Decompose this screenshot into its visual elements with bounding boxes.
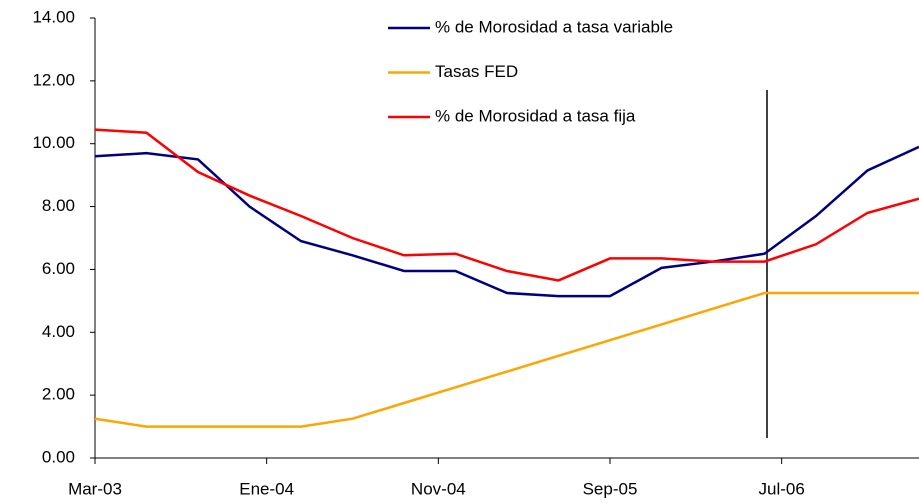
y-tick-label: 8.00 xyxy=(42,196,75,215)
legend-label: % de Morosidad a tasa variable xyxy=(435,17,673,36)
y-tick-label: 12.00 xyxy=(32,70,75,89)
y-tick-label: 14.00 xyxy=(32,7,75,26)
y-tick-label: 10.00 xyxy=(32,133,75,152)
y-tick-label: 4.00 xyxy=(42,322,75,341)
series-line xyxy=(94,145,919,298)
x-tick-label: Mar-03 xyxy=(68,479,122,498)
y-tick-label: 2.00 xyxy=(42,385,75,404)
y-tick-label: 0.00 xyxy=(42,447,75,466)
legend-label: % de Morosidad a tasa fija xyxy=(435,106,636,125)
series-line xyxy=(94,128,919,282)
x-tick-label: Sep-05 xyxy=(583,479,638,498)
series-line xyxy=(94,291,919,428)
y-tick-label: 6.00 xyxy=(42,259,75,278)
x-tick-label: Nov-04 xyxy=(411,479,466,498)
legend-label: Tasas FED xyxy=(435,62,518,81)
x-tick-label: Ene-04 xyxy=(239,479,294,498)
x-tick-label: Jul-06 xyxy=(759,479,805,498)
